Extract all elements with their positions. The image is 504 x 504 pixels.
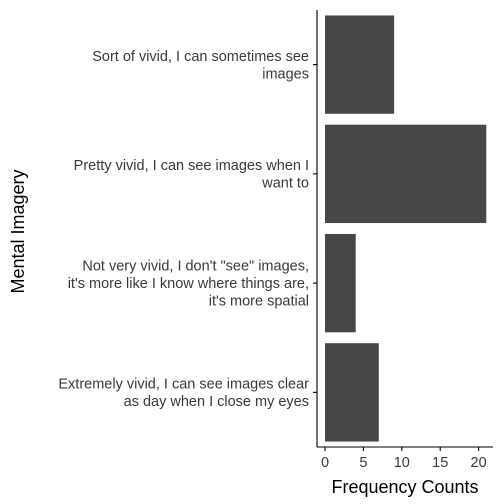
category-label-line: Pretty vivid, I can see images when I	[74, 158, 309, 174]
x-tick-label: 10	[394, 455, 410, 471]
x-axis-ticks: 0 5 10 15 20	[321, 447, 487, 471]
bar	[325, 15, 395, 114]
category-label-line: it's more like I know where things are,	[68, 276, 309, 292]
category-labels: Extremely vivid, I can see images cleara…	[58, 49, 317, 410]
category-label-line: Extremely vivid, I can see images clear	[58, 377, 309, 393]
category-label-line: it's more spatial	[209, 294, 309, 310]
category-label-line: Not very vivid, I don't "see" images,	[82, 259, 309, 275]
category-label-line: Sort of vivid, I can sometimes see	[92, 49, 309, 65]
category-label-line: images	[262, 66, 309, 82]
category-label-line: want to	[261, 176, 309, 192]
bar	[325, 233, 356, 333]
x-tick-label: 5	[359, 455, 367, 471]
y-axis-title: Mental Imagery	[8, 169, 28, 293]
x-tick-label: 20	[471, 455, 487, 471]
x-tick-label: 15	[432, 455, 448, 471]
x-axis-title: Frequency Counts	[331, 477, 478, 497]
category-label-line: as day when I close my eyes	[124, 394, 309, 410]
bar	[325, 343, 379, 442]
x-tick-label: 0	[321, 455, 329, 471]
bar	[325, 124, 487, 224]
bars-group	[325, 15, 487, 442]
